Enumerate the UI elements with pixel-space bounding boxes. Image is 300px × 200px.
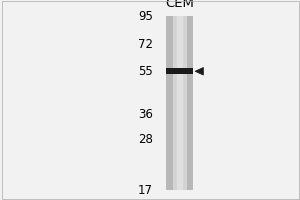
Text: 17: 17 xyxy=(138,184,153,196)
Text: 95: 95 xyxy=(138,9,153,22)
Text: 28: 28 xyxy=(138,133,153,146)
Text: 36: 36 xyxy=(138,108,153,121)
Bar xyxy=(172,16,188,190)
Polygon shape xyxy=(195,67,203,75)
Bar xyxy=(177,16,183,190)
Bar xyxy=(167,68,194,74)
Text: 55: 55 xyxy=(138,65,153,78)
Text: 72: 72 xyxy=(138,38,153,51)
Text: CEM: CEM xyxy=(166,0,194,10)
Bar xyxy=(167,16,194,190)
